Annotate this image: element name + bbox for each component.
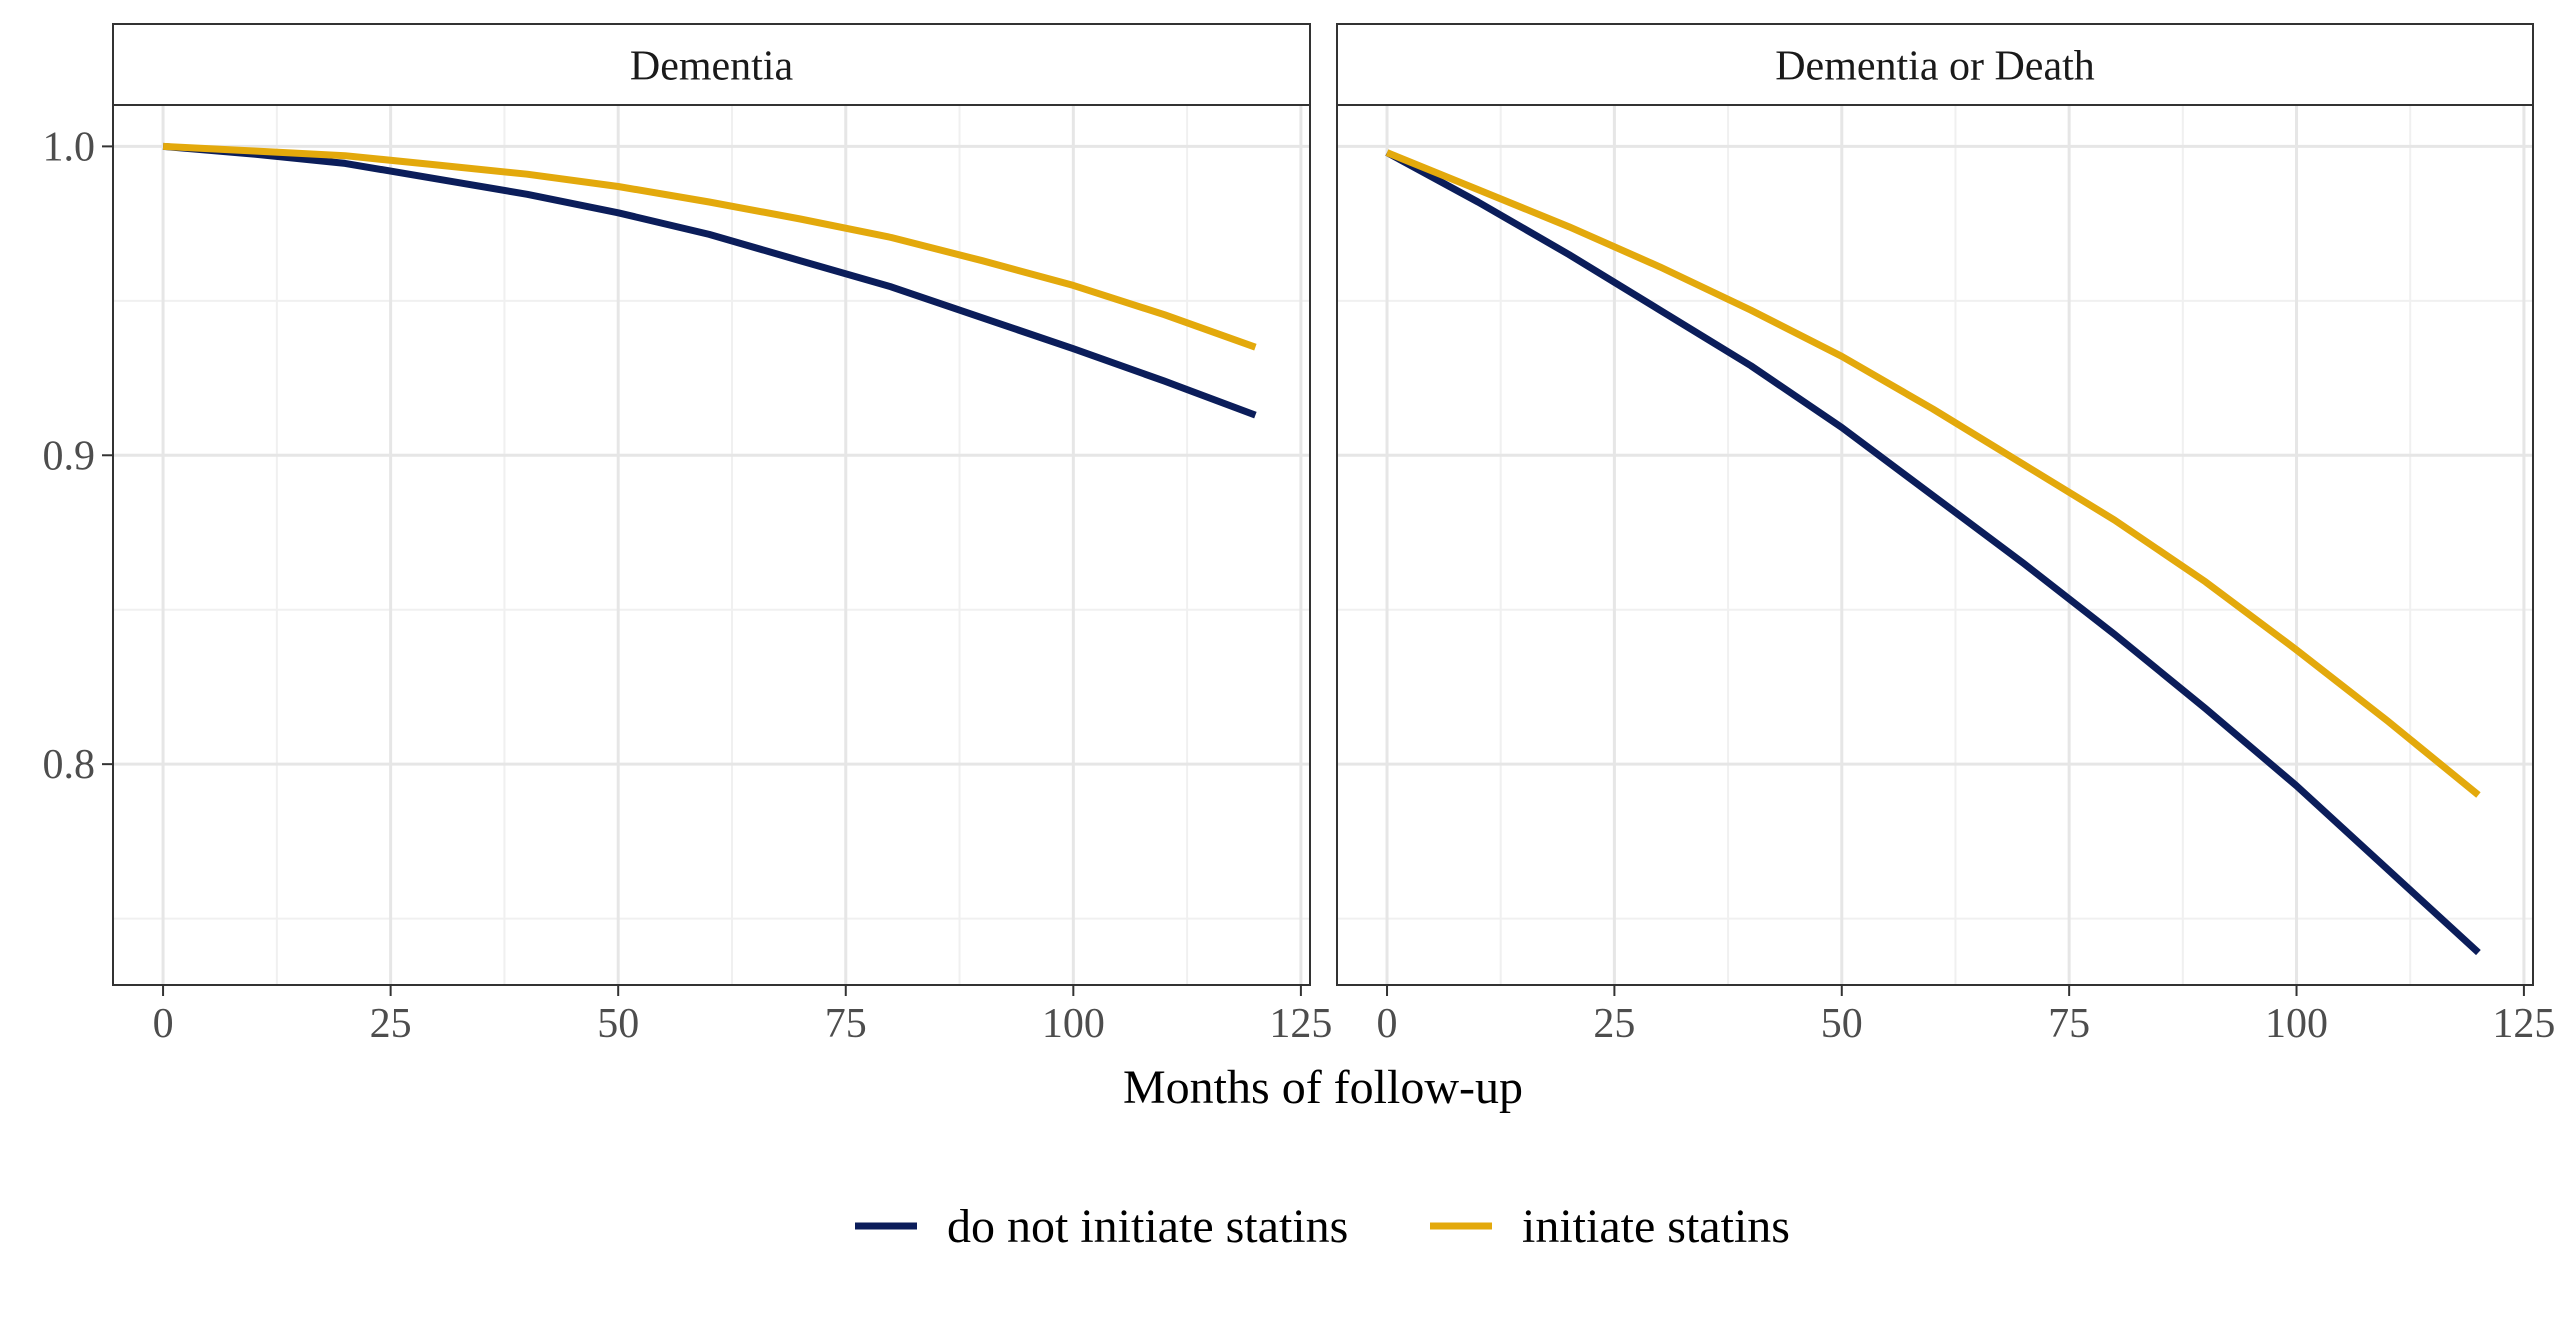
y-tick-label: 1.0 <box>43 124 96 170</box>
x-tick-label: 0 <box>153 1001 174 1047</box>
series-line-initiate-statins <box>162 142 1257 351</box>
x-tick-label: 100 <box>2265 1001 2328 1047</box>
y-tick-label: 0.8 <box>43 742 96 788</box>
x-tick-label: 50 <box>1821 1001 1863 1047</box>
x-tick-label: 125 <box>1269 1001 1332 1047</box>
series-line-do-not-initiate-statins <box>162 142 1257 419</box>
x-tick-label: 25 <box>370 1001 412 1047</box>
x-tick-label: 0 <box>1377 1001 1398 1047</box>
panel-border <box>1336 104 2534 986</box>
x-tick-label: 100 <box>1042 1001 1105 1047</box>
legend: do not initiate statins initiate statins <box>855 1200 1790 1253</box>
series-line-do-not-initiate-statins <box>1385 149 2481 956</box>
x-tick-label: 75 <box>825 1001 867 1047</box>
series-line-initiate-statins <box>1385 149 2481 798</box>
facet-strip-title: Dementia or Death <box>1775 44 2095 90</box>
panel-1: Dementia or Death 0 25 50 75 100 125 <box>1336 23 2555 1047</box>
legend-label-initiate-statins: initiate statins <box>1522 1200 1790 1253</box>
facet-strip-title: Dementia <box>630 44 794 90</box>
legend-label-do-not-initiate-statins: do not initiate statins <box>947 1200 1348 1253</box>
x-axis-title: Months of follow-up <box>1123 1061 1523 1114</box>
facet-strip <box>1336 23 2534 106</box>
facet-strip <box>112 23 1311 106</box>
x-tick-label: 125 <box>2492 1001 2555 1047</box>
y-tick-label: 0.9 <box>43 433 96 479</box>
x-tick-label: 75 <box>2048 1001 2090 1047</box>
x-tick-label: 50 <box>597 1001 639 1047</box>
panel-0: Dementia 0 25 50 75 100 125 0.8 0.9 1.0 <box>43 23 1332 1047</box>
x-tick-label: 25 <box>1593 1001 1635 1047</box>
